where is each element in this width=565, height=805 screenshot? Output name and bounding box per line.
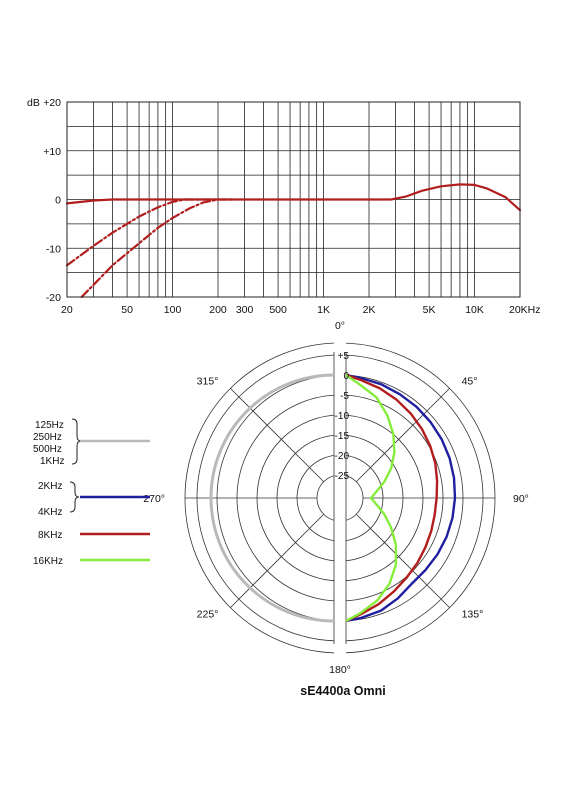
x-tick-label: 500 [269, 304, 287, 316]
legend-label: 16KHz [33, 556, 63, 567]
legend-entry-red: 8KHz [38, 530, 150, 541]
x-tick-label: 2K [363, 304, 376, 316]
polar-ring-labels: +5 0 -5 -10 -15 -20 -25 [335, 351, 350, 482]
x-tick-label: 50 [121, 304, 133, 316]
frequency-response-frame [66, 101, 521, 298]
polar-ring-label: -5 [340, 391, 349, 402]
model-title: sE4400a Omni [300, 684, 385, 698]
polar-angle-label: 90° [513, 493, 529, 505]
legend-brace [69, 481, 80, 513]
x-tick-label: 20 [61, 304, 73, 316]
x-tick-label: 10K [465, 304, 484, 316]
polar-curve [345, 374, 398, 623]
polar-pattern-curves [209, 373, 457, 623]
polar-pattern-chart: +5 0 -5 -10 -15 -20 -25 0° 45° 90° 135° 180° 225° 27… [143, 320, 529, 676]
polar-angle-label: 180° [329, 664, 351, 676]
frequency-response-chart: +20+100-10-20 20 50 100 200 300 500 1K 2K 5K 10K 2… [27, 97, 541, 316]
x-axis-tick-labels: 20 50 100 200 300 500 1K 2K 5K 10K 20KHz [61, 304, 541, 316]
x-tick-label: 300 [236, 304, 254, 316]
legend-entry-gray: 125Hz 250Hz 500Hz 1KHz [33, 418, 150, 467]
legend-brace [71, 418, 82, 465]
legend-label: 8KHz [38, 530, 62, 541]
polar-spoke [230, 513, 325, 608]
y-tick-label: -10 [46, 243, 61, 255]
y-tick-label: +20 [43, 97, 61, 109]
y-tick-label: +10 [43, 146, 61, 158]
polar-angle-label: 315° [197, 375, 219, 387]
x-tick-label: 100 [164, 304, 182, 316]
polar-ring-label: 0 [343, 371, 349, 382]
polar-angle-label: 225° [197, 609, 219, 621]
polar-ring-label: -20 [335, 451, 350, 462]
polar-spoke [355, 388, 450, 483]
polar-spoke [230, 388, 325, 483]
polar-ring-label: -15 [335, 431, 350, 442]
polar-angle-label: 0° [335, 320, 345, 332]
x-tick-label: 200 [209, 304, 227, 316]
polar-angle-label: 45° [462, 375, 478, 387]
polar-curve [345, 373, 457, 623]
polar-curve-gray [209, 373, 335, 623]
polar-ring-label: -10 [335, 411, 350, 422]
legend-label: 4KHz [38, 507, 62, 518]
y-axis-tick-labels: +20 +10 0 -10 -20 [43, 97, 61, 304]
x-tick-label: 20KHz [509, 304, 541, 316]
polar-ring-label: +5 [338, 351, 350, 362]
polar-center-gap [334, 341, 346, 655]
y-axis-unit-label: dB [27, 97, 40, 109]
legend-label: 125Hz [35, 420, 64, 431]
polar-curve [345, 373, 439, 623]
x-tick-label: 5K [423, 304, 436, 316]
legend-entry-green: 16KHz [33, 556, 150, 567]
y-tick-label: -20 [46, 292, 61, 304]
frequency-response-curve [65, 183, 522, 212]
polar-spoke [355, 513, 450, 608]
legend-entry-blue: 2KHz 4KHz [38, 481, 150, 518]
polar-angle-label: 135° [462, 609, 484, 621]
y-tick-label: 0 [55, 195, 61, 207]
legend-label: 250Hz [33, 432, 62, 443]
legend-label: 1KHz [40, 456, 64, 467]
polar-ring-label: -25 [335, 471, 350, 482]
legend-label: 2KHz [38, 481, 62, 492]
polar-legend: 125Hz 250Hz 500Hz 1KHz 2KHz 4KHz 8KHz 16… [33, 418, 150, 567]
legend-label: 500Hz [33, 444, 62, 455]
x-tick-label: 1K [317, 304, 330, 316]
polar-angle-label: 270° [143, 493, 165, 505]
polar-angle-labels: 0° 45° 90° 135° 180° 225° 270° 315° [143, 320, 529, 676]
polar-grid [184, 341, 496, 655]
low-cut-response-curve [80, 198, 234, 299]
low-cut-response-curve [65, 198, 220, 267]
frequency-response-curves [65, 183, 522, 299]
